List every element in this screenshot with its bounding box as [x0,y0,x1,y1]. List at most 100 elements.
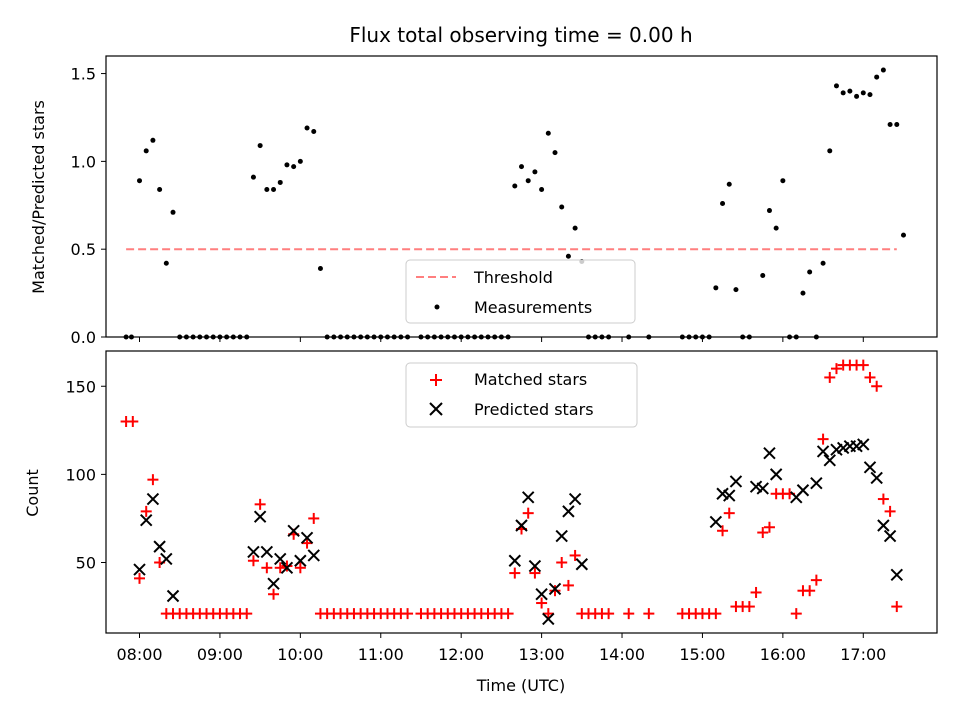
matched-star-point [884,505,896,517]
predicted-star-point [535,588,548,601]
matched-star-point [891,601,903,613]
matched-star-point [402,608,414,620]
predicted-star-point [823,454,836,467]
measurement-point [565,253,571,259]
x-tick-label: 09:00 [197,645,243,664]
matched-star-point [140,505,152,517]
predicted-star-point [166,589,180,603]
measurement-point [264,186,270,192]
matched-star-point [817,433,829,445]
matched-star-point [857,359,869,371]
x-tick-label: 13:00 [519,645,565,664]
x-tick-label: 08:00 [116,645,162,664]
measurement-point [827,148,833,154]
predicted-star-point [729,475,743,488]
predicted-star-point [796,484,810,497]
predicted-star-point [568,492,582,506]
predicted-star-point [857,438,870,451]
matched-star-point [757,527,769,539]
predicted-star-point [146,492,160,506]
bottom-y-axis-label: Count [23,469,42,517]
measurement-point [807,269,813,275]
measurement-point [525,178,531,184]
predicted-star-point [763,447,776,460]
x-tick-label: 11:00 [358,645,404,664]
matched-star-point [623,608,635,620]
predicted-star-point [300,531,314,545]
matched-star-point [717,525,729,537]
measurement-point [163,260,169,266]
measurement-point [519,164,524,170]
matched-star-point [810,574,822,586]
matched-star-point [254,498,266,510]
matched-star-point [750,586,762,598]
predicted-star-point [521,491,535,504]
matched-star-point [871,380,883,392]
x-axis-label: Time (UTC) [476,676,565,695]
predicted-star-point [870,471,883,485]
measurement-point [271,186,277,192]
matched-star-point [529,567,541,579]
measurement-point [894,121,900,127]
matched-star-point [864,371,876,383]
measurement-point [150,137,156,143]
predicted-star-point [890,568,903,582]
predicted-star-point [575,558,589,571]
threshold-legend-label: Threshold [473,268,553,287]
measurement-point [291,164,297,170]
top-y-tick-label: 1.0 [71,152,96,171]
predicted-star-point [816,445,830,458]
measurement-point [304,125,310,131]
predicted-star-point [133,563,146,576]
measurement-point [284,162,290,168]
top-y-tick-label: 0.0 [71,328,96,347]
matched-star-point [241,608,253,620]
matched-star-point [301,537,313,549]
predicted-star-point [247,545,260,559]
matched-star-point [603,608,615,620]
measurement-point [532,169,538,175]
predicted-star-point [267,577,280,590]
matched-star-point [134,572,146,584]
matched-star-point [281,560,293,572]
predicted-star-point [140,513,153,527]
measurement-point [733,287,739,293]
measurement-point [572,225,578,231]
matched-star-point [804,585,816,597]
predicted-star-point [756,482,769,495]
measurement-point [512,183,518,189]
matched-star-point [247,555,259,567]
top-y-axis-label: Matched/Predicted stars [29,100,48,294]
measurement-point [137,178,143,184]
bottom-legend: Matched stars Predicted stars [405,362,638,428]
predicted-star-point [542,612,555,626]
matched-star-point [308,512,320,524]
measurement-point [157,186,163,192]
chart-title: Flux total observing time = 0.00 h [349,23,692,47]
matched-star-point [542,608,554,620]
predicted-star-point [160,552,173,566]
matched-star-point [710,608,722,620]
top-y-tick-label: 0.5 [71,240,96,259]
measurement-point [720,201,726,207]
measurement-point [766,208,772,214]
predicted-star-point [883,529,897,543]
predicted-star-point [287,524,300,537]
predicted-star-point [528,559,542,573]
measurements-legend-label: Measurements [474,298,592,317]
measurement-point [847,88,853,94]
predicted-star-point [253,510,267,523]
predicted-star-point [548,582,562,596]
x-tick-label: 17:00 [840,645,886,664]
predicted-star-point [555,529,568,543]
measurement-point [317,266,323,272]
predicted-star-point [280,561,294,574]
measurement-point [780,178,786,184]
top-legend: Threshold Measurements [405,259,636,324]
measurement-point [545,130,551,136]
measurement-point [820,260,826,266]
predicted-star-point [307,549,320,562]
measurement-point [773,225,779,231]
x-tick-label: 12:00 [438,645,484,664]
measurement-point [860,90,866,96]
